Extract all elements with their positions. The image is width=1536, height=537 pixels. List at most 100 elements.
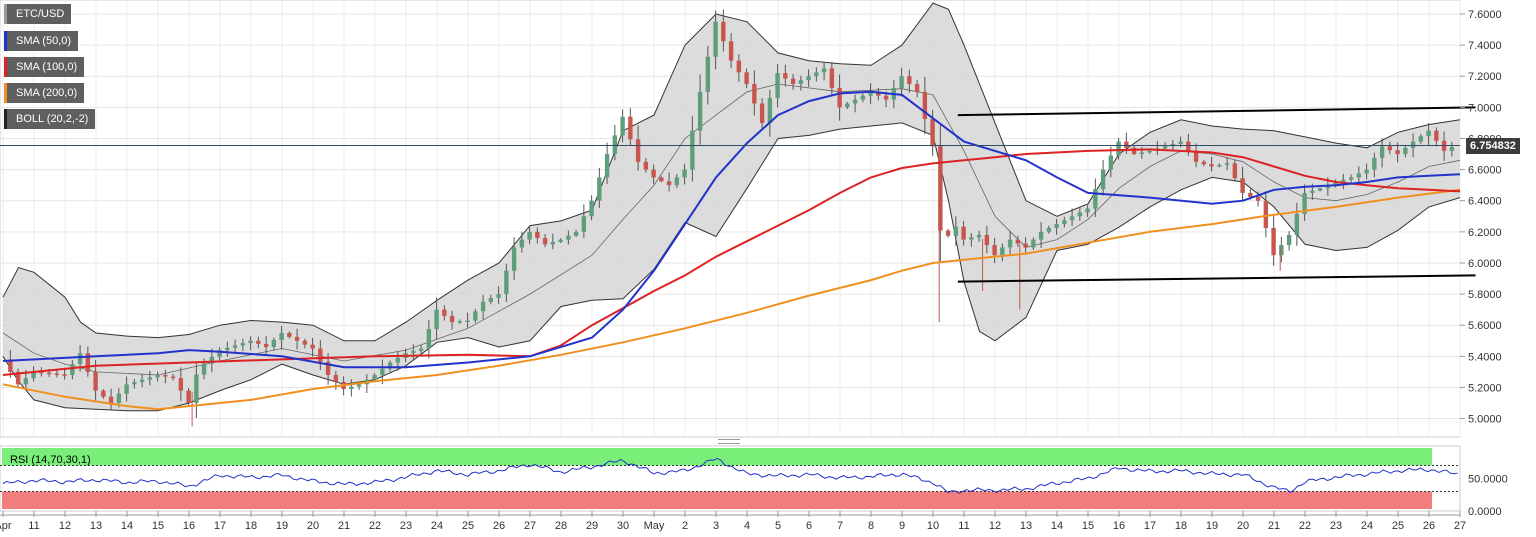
candle-body [1201,161,1207,165]
x-tick-label: 25 [462,520,474,532]
y-tick-label: 5.8000 [1468,289,1502,301]
candle-body [1248,192,1253,197]
candle-body [240,343,246,346]
x-tick-label: 20 [307,520,319,532]
x-tick-label: 15 [1082,520,1094,532]
candle-body [790,78,796,85]
candle-body [418,348,424,351]
moving-averages [2,90,1461,411]
y-tick-label: 6.6000 [1468,165,1502,177]
candle-body [465,320,470,323]
candle-body [814,72,819,77]
rsi-oversold-zone [2,491,1432,509]
candle-body [1317,188,1323,191]
candle-body [713,21,718,57]
candle-body [1294,213,1300,235]
candle-body [721,21,726,42]
candle-body [263,343,269,347]
candle-body [659,177,664,182]
x-tick-label: 27 [1454,520,1466,532]
candle-body [1418,136,1424,142]
candle-body [930,119,935,147]
candle-body [93,371,98,391]
candle-body [759,103,765,123]
legend-boll[interactable]: BOLL (20,2,-2) [4,109,96,129]
candle-body [31,371,36,379]
candle-body [132,381,137,385]
candle-body [1162,146,1168,149]
candle-body [852,99,858,104]
candle-body [201,363,207,375]
x-tick-label: 21 [1268,520,1280,532]
y-tick-label: 7.2000 [1468,71,1502,83]
candle-body [504,270,509,295]
x-tick-label: 9 [899,520,905,532]
candle-body [868,91,873,96]
x-tick-label: 17 [214,520,226,532]
candle-body [147,377,153,380]
legend-sma200[interactable]: SMA (200,0) [4,83,85,103]
channel-upper-line [957,106,1476,117]
y-tick-label: 5.0000 [1468,414,1502,426]
candle-body [116,393,122,403]
candle-body [372,374,377,380]
candle-body [163,374,168,377]
current-price-tag: 6.754832 [1466,138,1520,154]
candle-body [1100,169,1106,190]
candle-body [256,340,261,344]
candle-body [511,247,517,271]
candle-body [8,359,13,372]
candle-body [217,350,222,357]
candle-body [70,364,75,375]
candle-body [597,177,602,201]
bollinger-lower-line [2,122,1461,412]
legend-sma100[interactable]: SMA (100,0) [4,57,85,77]
candle-body [938,146,943,231]
legend-symbol[interactable]: ETC/USD [4,4,72,24]
rsi-legend-label[interactable]: RSI (14,70,30,1) [10,454,91,466]
candle-body [550,241,556,245]
x-tick-label: 11 [958,520,969,532]
candle-body [77,353,83,365]
candle-body [860,95,866,100]
rsi-y-tick-label: 50.0000 [1468,474,1508,486]
candle-body [39,371,44,374]
x-tick-label: 22 [369,520,381,532]
x-tick-label: 17 [1144,520,1156,532]
x-tick-label: 25 [1392,520,1404,532]
candle-body [387,362,393,369]
candle-body [682,169,687,178]
rsi-line [2,457,1458,494]
candle-body [643,161,649,170]
candle-body [1046,227,1052,232]
rsi-pane [0,445,1461,512]
candle-body [1116,141,1121,156]
x-tick-label: 18 [245,520,257,532]
y-tick-label: 7.0000 [1468,102,1502,114]
bollinger-band-fill [3,3,1460,411]
x-tick-label: 29 [586,520,598,532]
pane-splitter-handle[interactable] [718,439,740,444]
x-tick-label: 24 [431,520,443,532]
candle-body [1147,150,1152,153]
candle-body [1356,173,1362,178]
candle-body [15,371,21,385]
candle-body [325,361,331,375]
candle-body [1240,178,1245,193]
x-tick-label: 23 [1330,520,1342,532]
candle-body [907,76,912,85]
candle-body [1364,169,1369,174]
candle-body [1124,141,1129,148]
candle-body [1271,227,1276,256]
rsi-y-tick-label: 0.0000 [1468,506,1502,518]
x-tick-label: 22 [1299,520,1311,532]
candle-body [194,374,199,403]
candle-body [783,73,788,79]
x-tick-label: 11 [28,520,39,532]
legend-sma50[interactable]: SMA (50,0) [4,31,79,51]
candle-body [349,386,354,389]
candle-body [1131,147,1137,155]
candle-body [519,239,525,248]
sma100-line [2,148,1461,376]
